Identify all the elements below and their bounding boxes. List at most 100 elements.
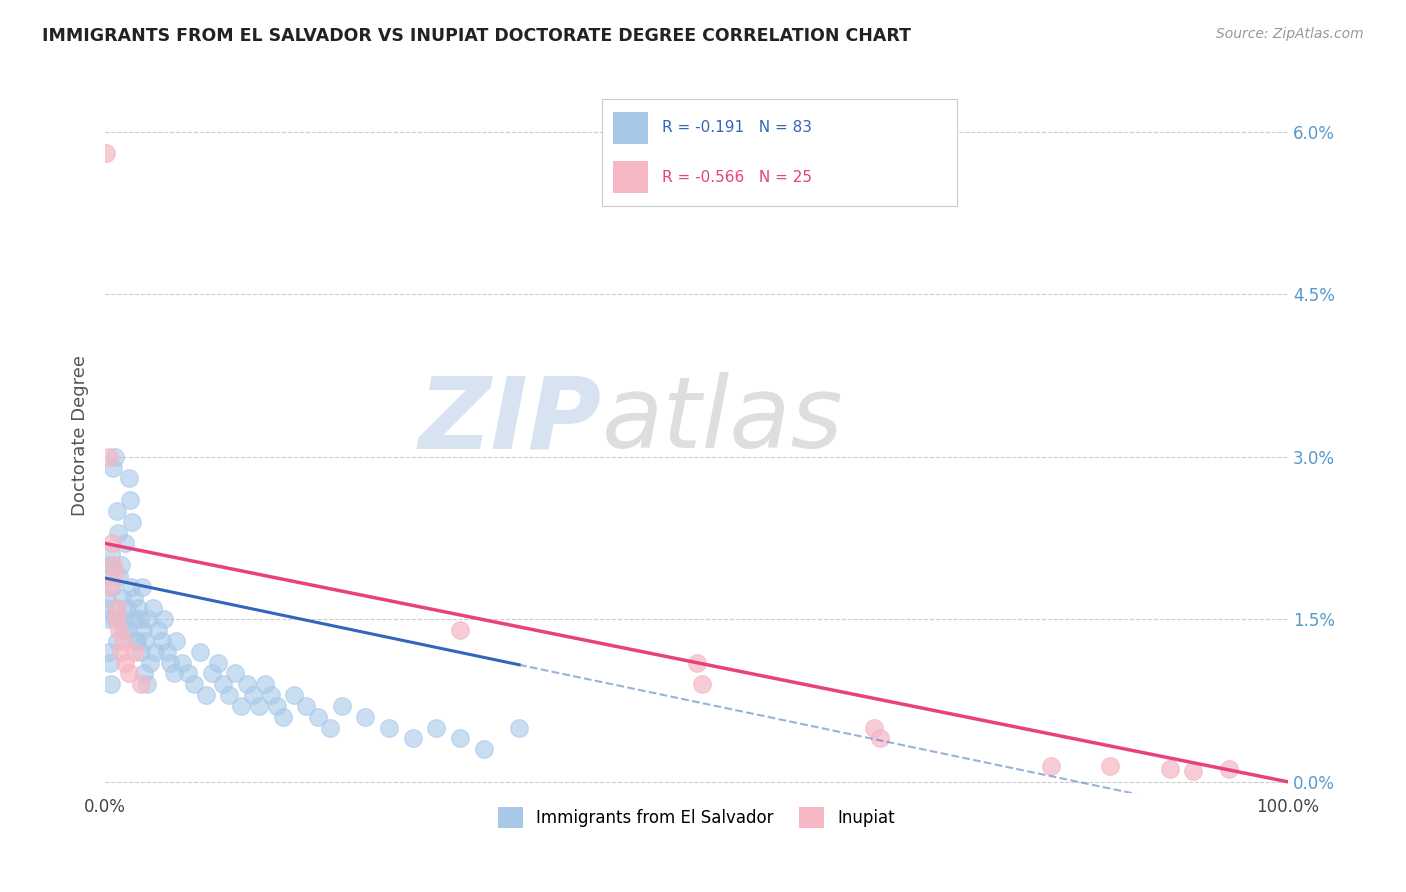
Point [271,710,294,724]
Point [132,623,155,637]
Y-axis label: Doctorate Degree: Doctorate Degree [72,354,89,516]
Point [425,721,447,735]
Point [242,688,264,702]
Point [114,536,136,550]
Point [201,666,224,681]
Point [108,623,131,637]
Point [283,688,305,702]
Point [131,580,153,594]
Point [330,698,353,713]
Point [207,656,229,670]
Point [105,601,128,615]
Point [108,569,131,583]
Point [97,645,120,659]
Point [105,634,128,648]
Point [150,634,173,648]
Point [114,656,136,670]
Point [111,612,134,626]
Point [128,612,150,626]
Point [148,623,170,637]
Point [194,688,217,702]
Point [101,558,124,573]
Point [111,634,134,648]
Point [104,612,127,626]
Point [120,580,142,594]
Text: ZIP: ZIP [419,372,602,469]
Point [159,656,181,670]
Point [163,666,186,681]
Point [188,645,211,659]
Point [100,677,122,691]
Point [134,666,156,681]
Point [402,731,425,746]
Point [212,677,235,691]
Point [97,569,120,583]
Point [143,645,166,659]
Point [236,677,259,691]
Point [97,450,120,464]
Point [125,634,148,648]
Point [692,677,714,691]
Point [111,591,134,605]
Point [295,698,318,713]
Point [103,558,125,573]
Point [141,601,163,615]
Point [107,525,129,540]
Point [319,721,342,735]
Point [98,580,121,594]
Point [139,656,162,670]
Point [224,666,246,681]
Legend: Immigrants from El Salvador, Inupiat: Immigrants from El Salvador, Inupiat [492,801,901,834]
Point [129,645,152,659]
Point [104,601,127,615]
Point [253,677,276,691]
Point [117,623,139,637]
Point [122,591,145,605]
Point [104,450,127,464]
Point [98,656,121,670]
Point [105,504,128,518]
Point [124,612,146,626]
Point [112,623,135,637]
Point [266,698,288,713]
Point [1159,762,1181,776]
Point [104,612,127,626]
Point [103,460,125,475]
Point [1182,764,1205,778]
Point [100,547,122,561]
Point [247,698,270,713]
Point [118,493,141,508]
Point [165,634,187,648]
Text: Source: ZipAtlas.com: Source: ZipAtlas.com [1216,27,1364,41]
Point [101,580,124,594]
Text: IMMIGRANTS FROM EL SALVADOR VS INUPIAT DOCTORATE DEGREE CORRELATION CHART: IMMIGRANTS FROM EL SALVADOR VS INUPIAT D… [42,27,911,45]
Point [94,601,117,615]
Point [449,731,471,746]
Point [135,677,157,691]
Point [127,601,149,615]
Point [1218,762,1240,776]
Point [101,536,124,550]
Point [118,471,141,485]
Point [183,677,205,691]
Point [177,666,200,681]
Point [172,656,194,670]
Point [354,710,377,724]
Point [869,731,891,746]
Point [508,721,530,735]
Point [136,612,159,626]
Point [153,612,176,626]
Point [96,146,118,161]
Point [378,721,401,735]
Point [863,721,886,735]
Point [121,515,143,529]
Point [124,645,146,659]
Point [129,677,152,691]
Point [118,666,141,681]
Point [156,645,179,659]
Point [97,612,120,626]
Point [307,710,329,724]
Point [685,656,707,670]
Point [231,698,253,713]
Point [260,688,283,702]
